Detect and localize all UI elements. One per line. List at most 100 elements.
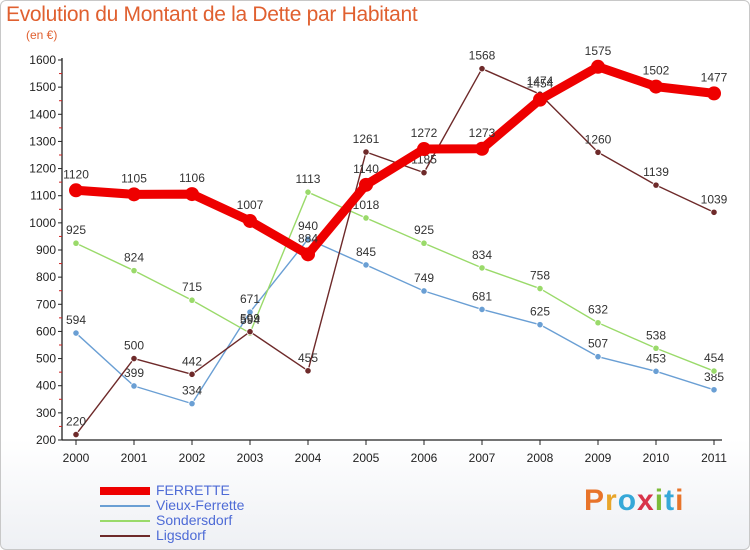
data-point — [594, 319, 602, 327]
y-tick-label: 800 — [36, 270, 56, 284]
data-label: 599 — [240, 312, 260, 326]
data-label: 1039 — [701, 192, 728, 206]
data-point — [246, 308, 254, 316]
y-tick-label: 1500 — [29, 80, 56, 94]
brand-letter: t — [664, 484, 676, 517]
data-label: 925 — [66, 223, 86, 237]
data-label: 594 — [66, 313, 86, 327]
data-point — [243, 213, 257, 228]
y-tick-label: 200 — [36, 433, 56, 447]
data-point — [649, 79, 663, 94]
y-tick-label: 600 — [36, 324, 56, 338]
x-tick-label: 2008 — [527, 451, 554, 465]
data-label: 442 — [182, 354, 202, 368]
data-label: 749 — [414, 271, 434, 285]
data-point — [475, 141, 489, 156]
data-label: 453 — [646, 351, 666, 365]
x-tick-label: 2002 — [179, 451, 206, 465]
brand-logo: Proxiti — [584, 484, 684, 518]
data-label: 1113 — [296, 172, 321, 186]
legend-swatch — [100, 535, 150, 537]
data-point — [652, 181, 660, 189]
y-tick-label: 700 — [36, 297, 56, 311]
data-label: 715 — [182, 280, 202, 294]
data-label: 834 — [472, 248, 492, 262]
legend-swatch — [100, 505, 150, 507]
data-label: 334 — [182, 384, 202, 398]
brand-letter: i — [654, 484, 665, 517]
data-label: 925 — [414, 223, 434, 237]
data-point — [478, 305, 486, 314]
x-tick-label: 2011 — [701, 451, 727, 465]
data-point — [72, 329, 80, 337]
data-label: 1105 — [121, 171, 147, 185]
x-tick-label: 2005 — [353, 451, 380, 465]
data-point — [710, 367, 718, 375]
y-tick-label: 900 — [36, 243, 56, 257]
data-label: 507 — [588, 337, 608, 351]
series-line-Sondersdorf — [75, 191, 715, 372]
x-tick-label: 2000 — [63, 451, 90, 465]
series-line-FERRETTE — [75, 62, 715, 259]
y-tick-label: 1100 — [30, 189, 56, 203]
legend-swatch — [100, 520, 150, 522]
legend-swatch — [100, 487, 150, 495]
data-point — [362, 148, 370, 156]
data-point — [594, 148, 602, 156]
data-label: 220 — [66, 415, 86, 429]
y-tick-label: 1200 — [29, 162, 56, 176]
data-label: 1018 — [353, 198, 380, 212]
data-label: 1261 — [353, 132, 380, 146]
y-tick-label: 300 — [36, 406, 56, 420]
data-label: 1502 — [643, 64, 670, 78]
data-point — [72, 239, 80, 247]
data-point — [594, 353, 602, 361]
brand-letter: x — [637, 484, 655, 517]
data-label: 758 — [530, 269, 550, 283]
data-label: 455 — [298, 351, 318, 365]
data-point — [652, 367, 660, 375]
x-tick-label: 2006 — [411, 451, 438, 465]
data-point — [130, 382, 138, 390]
chart-title: Evolution du Montant de la Dette par Hab… — [6, 3, 418, 26]
data-label: 1260 — [585, 132, 612, 146]
data-label: 625 — [530, 305, 550, 319]
x-tick-label: 2004 — [295, 451, 322, 465]
data-label: 1273 — [469, 126, 496, 140]
data-point — [362, 214, 370, 222]
data-label: 1120 — [63, 167, 89, 181]
data-point — [359, 177, 373, 192]
data-point — [710, 386, 718, 394]
data-point — [536, 321, 544, 329]
data-point — [417, 142, 431, 157]
data-point — [188, 400, 196, 408]
x-tick-label: 2010 — [643, 451, 670, 465]
data-point — [652, 344, 660, 352]
data-point — [533, 92, 547, 107]
data-point — [188, 370, 196, 378]
data-point — [130, 354, 138, 363]
x-tick-label: 2007 — [469, 451, 496, 465]
legend-label: Sondersdorf — [156, 512, 233, 528]
data-point — [72, 430, 80, 439]
data-point — [246, 328, 254, 336]
data-point — [420, 169, 428, 177]
data-label: 385 — [704, 370, 724, 384]
data-label: 1139 — [643, 165, 669, 179]
brand-letter: o — [617, 484, 638, 517]
series-line-Ligsdorf — [75, 67, 715, 435]
data-label: 884 — [298, 231, 318, 245]
x-tick-label: 2009 — [585, 451, 612, 465]
y-tick-label: 1300 — [29, 134, 56, 148]
y-tick-label: 1400 — [29, 107, 56, 121]
y-tick-label: 1600 — [29, 53, 56, 67]
data-label: 940 — [298, 219, 318, 233]
brand-letter: i — [675, 484, 685, 517]
data-point — [478, 264, 486, 272]
data-point — [710, 208, 718, 216]
data-point — [130, 267, 138, 275]
data-point — [304, 188, 312, 196]
brand-letter: r — [605, 484, 618, 517]
